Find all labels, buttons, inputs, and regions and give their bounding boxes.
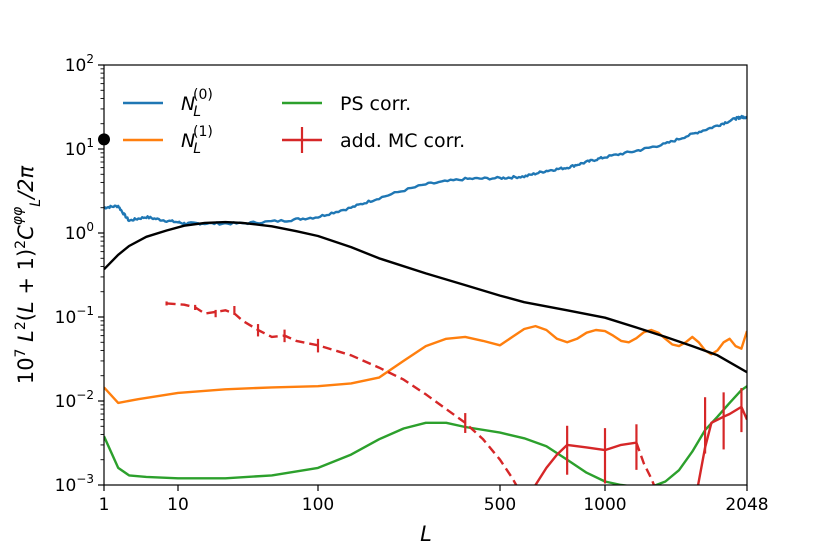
series-ps-line [104, 385, 747, 485]
x-tick-label-1: 10 [167, 495, 189, 515]
series-n0-line [104, 114, 747, 226]
y-tick-label-5: 102 [65, 52, 94, 76]
series-n1-line [104, 324, 747, 405]
y-tick-label-0: 10−3 [55, 472, 94, 496]
x-tick-label-3: 500 [484, 495, 516, 515]
plot-frame [103, 64, 748, 486]
y-axis-label: 107 L2(L + 1)2CφφL/2π [10, 165, 44, 384]
legend-label-n0: NL(0) [181, 87, 213, 120]
legend: NL(0) NL(1) PS corr. add. MC corr. [123, 87, 465, 157]
tick-layer: 1 10 100 500 1000 2048 10−3 10−2 10−1 100 101 102 [55, 52, 769, 515]
black-marker [98, 133, 110, 146]
series-layer [104, 114, 747, 485]
y-tick-label-1: 10−2 [55, 388, 94, 412]
x-tick-label-4: 1000 [583, 495, 626, 515]
legend-label-n1: NL(1) [181, 124, 213, 157]
series-black-line [104, 220, 747, 374]
x-tick-label-2: 100 [302, 495, 334, 515]
series-mc_low-line [166, 302, 518, 485]
x-tick-label-0: 1 [99, 495, 110, 515]
y-tick-label-2: 10−1 [55, 304, 94, 328]
series-mc_mid-line [534, 441, 637, 485]
x-tick-label-5: 2048 [725, 495, 768, 515]
series-mc_mid_dash-line [635, 442, 656, 485]
legend-label-ps: PS corr. [340, 93, 411, 115]
legend-label-mc: add. MC corr. [340, 130, 465, 152]
y-tick-label-3: 100 [65, 220, 94, 244]
x-axis-label: L [420, 522, 432, 546]
y-tick-label-4: 101 [65, 136, 94, 160]
